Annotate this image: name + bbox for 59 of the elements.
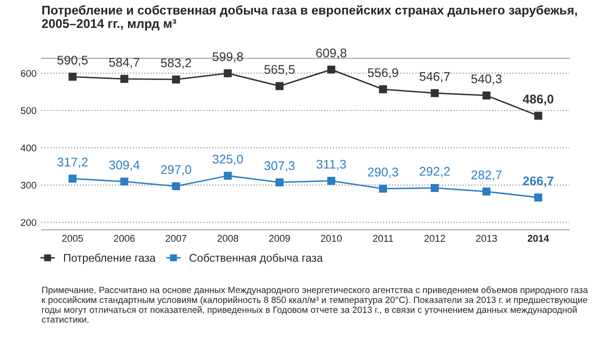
- data-label: 317,2: [57, 158, 88, 168]
- data-label: 297,0: [161, 165, 192, 176]
- point: [120, 74, 128, 83]
- x-tick-label: 2006: [114, 234, 135, 242]
- data-label: 556,9: [368, 68, 398, 79]
- data-label: 565,5: [264, 65, 295, 76]
- point: [534, 193, 542, 202]
- data-label: 486,0: [522, 94, 554, 106]
- point: [430, 89, 439, 98]
- data-label: 290,3: [368, 168, 398, 178]
- point: [68, 174, 77, 183]
- data-label: 266,7: [523, 176, 554, 188]
- y-tick-label: 200: [20, 219, 36, 226]
- text: Примечание. Рассчитано на основе данных Международного энергетического агентства с приведением объемов природного газа к российским стандартным условиям (калорийность 8 850 ккал/м³ и температура 20°C). Показатели за 2013 г. и предшествующие годы могут отличаться от показателей, приведенных в Годовом отчете за 2013 г., в связи с уточнением данных международной статистики.: [42, 286, 588, 323]
- point: [276, 82, 284, 90]
- point: [276, 178, 284, 186]
- point: [327, 66, 336, 74]
- point: [224, 69, 232, 78]
- legend-label: Собственная добыча газа: [190, 254, 323, 264]
- data-label: 325,0: [212, 154, 243, 166]
- data-label: 609,8: [316, 48, 346, 59]
- data-label: 311,3: [316, 160, 346, 170]
- y-tick-label: 500: [20, 107, 36, 114]
- data-label: 583,2: [160, 58, 192, 69]
- y-tick-label: 400: [20, 144, 36, 152]
- y-tick-label: 600: [20, 70, 36, 77]
- point: [172, 75, 180, 84]
- data-label: 540,3: [471, 74, 502, 85]
- data-label: 584,7: [109, 58, 140, 68]
- point: [224, 172, 232, 180]
- point: [482, 91, 490, 100]
- x-tick-label: 2007: [166, 234, 186, 242]
- point: [534, 112, 542, 120]
- data-label: 599,8: [212, 52, 243, 63]
- x-tick-label: 2014: [528, 234, 549, 242]
- x-tick-label: 2005: [62, 234, 83, 242]
- x-tick-label: 2011: [373, 234, 393, 242]
- data-label: 546,7: [420, 72, 450, 82]
- x-tick-label: 2013: [476, 234, 497, 242]
- point: [482, 188, 490, 196]
- point: [68, 72, 77, 81]
- point: [379, 85, 387, 94]
- data-label: 590,5: [57, 56, 88, 66]
- point: [430, 184, 439, 192]
- point: [172, 182, 180, 190]
- data-label: 309,4: [109, 160, 140, 171]
- point: [120, 178, 128, 186]
- x-tick-label: 2008: [217, 234, 238, 242]
- data-label: 292,2: [420, 166, 450, 178]
- point: [327, 176, 336, 185]
- y-tick-label: 300: [20, 182, 36, 189]
- legend-label: Потребление газа: [64, 254, 156, 264]
- point: [379, 184, 387, 193]
- data-label: 282,7: [471, 170, 502, 181]
- data-label: 307,3: [264, 161, 295, 172]
- x-tick-label: 2012: [424, 234, 446, 242]
- x-tick-label: 2009: [269, 234, 290, 242]
- x-tick-label: 2010: [320, 234, 342, 242]
- chart-title: Потребление и собственная добыча газа в европейских странах дальнего зарубежья, 2005–2014 гг., млрд м³: [42, 5, 577, 31]
